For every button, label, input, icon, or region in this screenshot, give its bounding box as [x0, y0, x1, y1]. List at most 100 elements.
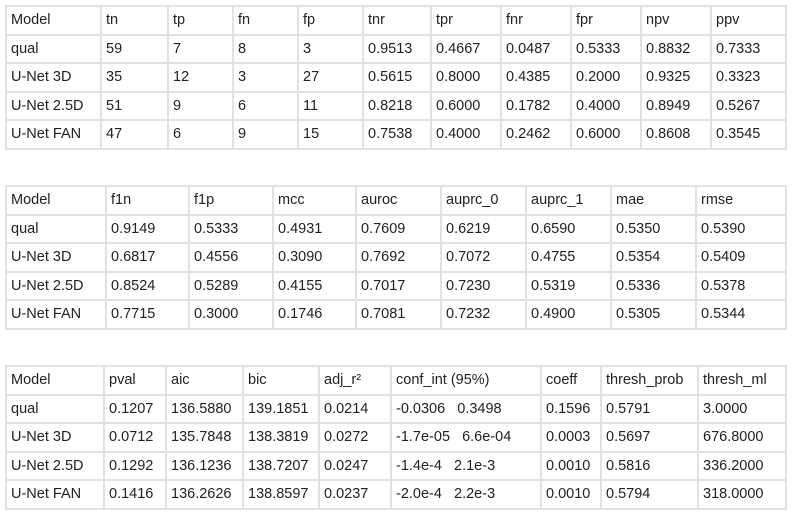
metric-cell: 15 [297, 119, 364, 150]
column-header: tp [167, 5, 234, 36]
column-header: rmse [695, 185, 787, 216]
column-header: Model [5, 5, 102, 36]
metric-cell: 8 [232, 33, 299, 64]
metric-cell: 136.5880 [165, 393, 244, 424]
metric-cell: 0.6000 [430, 90, 502, 121]
column-header: adj_r² [318, 365, 392, 396]
metric-cell: 0.4667 [430, 33, 502, 64]
metric-cell: 0.1207 [103, 393, 167, 424]
column-header: conf_int (95%) [390, 365, 542, 396]
metric-cell: 0.7230 [440, 270, 527, 301]
metric-cell: 0.9149 [105, 213, 190, 244]
model-name-cell: U-Net 3D [5, 242, 107, 273]
table-row: U-Net 2.5D 0.8524 0.5289 0.4155 0.7017 0.7230… [5, 270, 787, 301]
metric-cell: 138.8597 [242, 479, 320, 510]
metric-cell: 0.1416 [103, 479, 167, 510]
metric-cell: 0.4000 [430, 119, 502, 150]
column-header: thresh_ml [697, 365, 787, 396]
metric-cell: 0.0247 [318, 450, 392, 481]
metric-cell: 27 [297, 62, 364, 93]
table-row: qual 0.1207 136.5880 139.1851 0.0214 -0.0306 … [5, 393, 787, 424]
column-header: pval [103, 365, 167, 396]
metric-cell: 0.0003 [540, 422, 602, 453]
column-header: tpr [430, 5, 502, 36]
metric-cell: 0.8524 [105, 270, 190, 301]
column-header: fpr [570, 5, 642, 36]
score-metrics-table: Model f1n f1p mcc auroc auprc_0 auprc_1 mae rmse… [5, 185, 787, 330]
column-header: aic [165, 365, 244, 396]
metric-cell: 3.0000 [697, 393, 787, 424]
metric-cell: 0.6219 [440, 213, 527, 244]
table-row: U-Net 3D 0.6817 0.4556 0.3090 0.7692 0.7072 0.… [5, 242, 787, 273]
metric-cell: 0.0237 [318, 479, 392, 510]
metric-cell: 0.0712 [103, 422, 167, 453]
column-header: fn [232, 5, 299, 36]
metric-cell: 135.7848 [165, 422, 244, 453]
metric-cell: 0.5791 [600, 393, 699, 424]
column-header: fp [297, 5, 364, 36]
column-header: fnr [500, 5, 572, 36]
metric-cell: 0.5794 [600, 479, 699, 510]
metric-cell: 0.7017 [355, 270, 442, 301]
metric-cell: -1.7e-05 6.6e-04 [390, 422, 542, 453]
column-header: bic [242, 365, 320, 396]
metric-cell: 35 [100, 62, 169, 93]
metric-cell: 0.5333 [570, 33, 642, 64]
metric-cell: 0.4900 [525, 299, 612, 330]
column-header: auprc_0 [440, 185, 527, 216]
metric-cell: 0.9325 [640, 62, 712, 93]
metric-cell: 0.9513 [362, 33, 432, 64]
metric-cell: 0.8949 [640, 90, 712, 121]
metric-cell: 0.4556 [188, 242, 274, 273]
column-header: f1p [188, 185, 274, 216]
header-row: Model tn tp fn fp tnr tpr fnr fpr npv ppv [5, 5, 787, 36]
metric-cell: 0.0010 [540, 450, 602, 481]
metric-cell: 0.8832 [640, 33, 712, 64]
metric-cell: 0.5615 [362, 62, 432, 93]
metric-cell: 0.1782 [500, 90, 572, 121]
column-header: Model [5, 185, 107, 216]
column-header: tn [100, 5, 169, 36]
model-name-cell: U-Net 3D [5, 422, 105, 453]
metric-cell: 3 [297, 33, 364, 64]
metric-cell: 0.5816 [600, 450, 699, 481]
metric-cell: 51 [100, 90, 169, 121]
metric-cell: 0.5344 [695, 299, 787, 330]
metric-cell: 0.3323 [710, 62, 787, 93]
metric-cell: 0.1596 [540, 393, 602, 424]
metric-cell: 136.2626 [165, 479, 244, 510]
metric-cell: 6 [167, 119, 234, 150]
metric-cell: 0.5697 [600, 422, 699, 453]
metric-cell: 0.0010 [540, 479, 602, 510]
model-name-cell: U-Net 2.5D [5, 270, 107, 301]
metric-cell: 136.1236 [165, 450, 244, 481]
metric-cell: 0.2000 [570, 62, 642, 93]
column-header: mae [610, 185, 697, 216]
metric-cell: 0.8608 [640, 119, 712, 150]
metric-cell: 0.4755 [525, 242, 612, 273]
column-header: mcc [272, 185, 357, 216]
metric-cell: -0.0306 0.3498 [390, 393, 542, 424]
metric-cell: 59 [100, 33, 169, 64]
column-header: tnr [362, 5, 432, 36]
metric-cell: 0.8218 [362, 90, 432, 121]
metric-cell: 318.0000 [697, 479, 787, 510]
metric-cell: 0.7609 [355, 213, 442, 244]
metric-cell: 0.5350 [610, 213, 697, 244]
metric-cell: 0.1292 [103, 450, 167, 481]
metric-cell: 0.0214 [318, 393, 392, 424]
metric-cell: 0.2462 [500, 119, 572, 150]
metric-cell: 0.7715 [105, 299, 190, 330]
metric-cell: 0.3545 [710, 119, 787, 150]
metric-cell: 0.6000 [570, 119, 642, 150]
metric-cell: 0.5267 [710, 90, 787, 121]
metric-cell: 7 [167, 33, 234, 64]
metric-cell: 0.7072 [440, 242, 527, 273]
metric-cell: 0.5378 [695, 270, 787, 301]
model-name-cell: U-Net FAN [5, 299, 107, 330]
model-name-cell: U-Net 2.5D [5, 90, 102, 121]
column-header: thresh_prob [600, 365, 699, 396]
metric-cell: 11 [297, 90, 364, 121]
model-name-cell: U-Net FAN [5, 119, 102, 150]
metric-cell: 0.5333 [188, 213, 274, 244]
